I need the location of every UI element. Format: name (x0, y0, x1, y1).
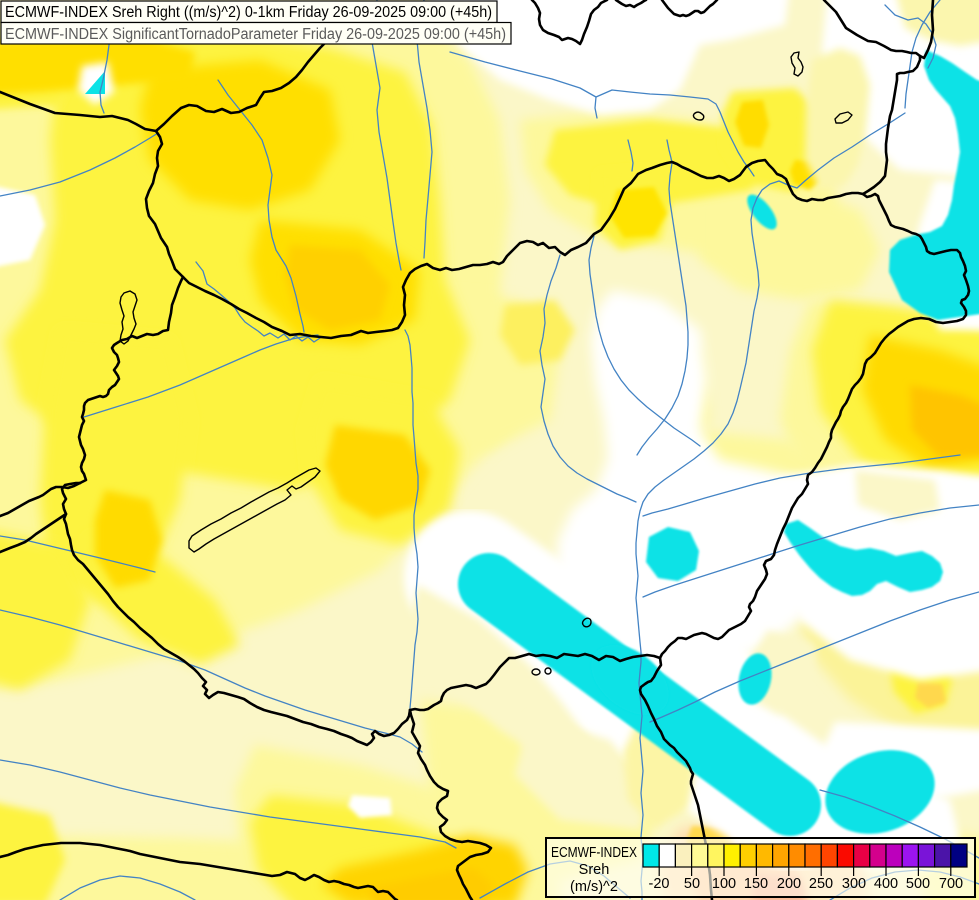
svg-text:ECMWF-INDEX Sreh Right ((m/s)^: ECMWF-INDEX Sreh Right ((m/s)^2) 0-1km F… (5, 4, 492, 21)
svg-text:Sreh: Sreh (579, 862, 610, 878)
svg-text:ECMWF-INDEX SignificantTornado: ECMWF-INDEX SignificantTornadoParameter … (5, 26, 506, 43)
svg-text:100: 100 (712, 876, 736, 892)
svg-text:50: 50 (684, 876, 700, 892)
svg-text:200: 200 (777, 876, 801, 892)
svg-text:400: 400 (874, 876, 898, 892)
svg-text:ECMWF-INDEX: ECMWF-INDEX (551, 845, 637, 861)
svg-text:300: 300 (842, 876, 866, 892)
svg-text:700: 700 (939, 876, 963, 892)
svg-text:150: 150 (744, 876, 768, 892)
svg-text:(m/s)^2: (m/s)^2 (570, 879, 618, 895)
svg-text:500: 500 (906, 876, 930, 892)
svg-text:250: 250 (809, 876, 833, 892)
svg-text:-20: -20 (649, 876, 670, 892)
